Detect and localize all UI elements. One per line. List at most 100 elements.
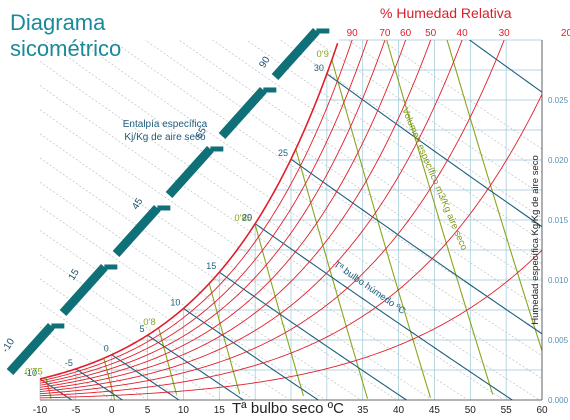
x-tick-label: 60 [536, 405, 548, 416]
enthalpy-guide-line [347, 40, 542, 173]
enthalpy-scale-label: -10 [0, 336, 17, 354]
wet-bulb-line [183, 307, 320, 400]
enthalpy-guide-line [40, 85, 503, 400]
wet-bulb-label: 30 [314, 63, 324, 73]
enthalpy-guide-line [246, 40, 542, 242]
rh-curve [40, 40, 368, 384]
enthalpy-scale-bar [112, 204, 161, 258]
enthalpy-guide-line [144, 40, 542, 311]
y-tick-label: 0.025 [548, 96, 569, 105]
rh-label: 40 [457, 28, 469, 39]
wet-bulb-line [290, 158, 542, 335]
volume-line [208, 283, 241, 395]
wet-bulb-label: 15 [206, 261, 216, 271]
x-tick-label: 40 [393, 405, 405, 416]
enthalpy-guide-line [279, 40, 542, 219]
rh-label: 60 [400, 28, 412, 39]
enthalpy-scale: -1015456590115 [0, 0, 338, 376]
x-tick-label: 10 [178, 405, 190, 416]
x-tick-label: 45 [429, 405, 441, 416]
volume-label: 0'75 [25, 367, 43, 378]
rh-curve [40, 40, 505, 395]
enthalpy-guide-line [40, 61, 539, 400]
rh-curve [40, 93, 542, 397]
volume-line [295, 148, 369, 399]
enthalpy-guide-line [40, 230, 288, 399]
enthalpy-scale-label: 115 [320, 0, 338, 1]
x-tick-label: 0 [109, 405, 115, 416]
x-axis-title: Tª bulbo seco ºC [232, 400, 344, 417]
rh-curve [40, 249, 542, 399]
enthalpy-guide-line [40, 278, 216, 399]
rh-title: % Humedad Relativa [380, 5, 512, 21]
enthalpy-guide-line [40, 302, 181, 399]
y-tick-label: 0.020 [548, 156, 569, 165]
enthalpy-title-line-2: Kj/Kg de aire seco [124, 132, 206, 143]
rh-label: 70 [379, 28, 391, 39]
wet-bulb-label: -5 [65, 358, 73, 368]
wet-bulb-line [468, 40, 542, 93]
y-tick-label: 0.015 [548, 216, 569, 225]
rh-label: 90 [347, 28, 359, 39]
enthalpy-scale-bar [59, 263, 108, 317]
enthalpy-scale-label: 90 [257, 54, 272, 70]
title-line-1: Diagrama [10, 10, 106, 35]
title-line-2: sicométrico [10, 36, 122, 61]
volume-line [386, 40, 494, 395]
enthalpy-guide-line [178, 40, 542, 288]
enthalpy-guide-line [381, 40, 542, 150]
volume-label: 0'9 [316, 49, 328, 60]
enthalpy-scale-label: 15 [67, 267, 82, 283]
enthalpy-scale-bar [218, 86, 267, 140]
wet-bulb-label: 20 [242, 213, 252, 223]
rh-curve [40, 40, 386, 386]
x-tick-label: -5 [71, 405, 80, 416]
wet-bulb-line [218, 271, 408, 400]
rh-label: 20 [561, 28, 570, 39]
wet-bulb-label: 10 [170, 297, 180, 307]
rh-curves [40, 40, 542, 399]
wet-bulb-lines [40, 40, 542, 400]
enthalpy-scale-bar [271, 27, 320, 81]
rh-label: 50 [425, 28, 437, 39]
y-tick-label: 0.000 [548, 396, 569, 405]
saturation-curve-line [39, 43, 339, 380]
enthalpy-guide-line [40, 157, 396, 400]
enthalpy-guide-line [40, 375, 77, 400]
wet-bulb-label: 5 [140, 324, 145, 334]
x-tick-label: 5 [145, 405, 151, 416]
enthalpy-guide-line [40, 206, 324, 399]
grid-layer [39, 39, 543, 401]
wet-bulb-line [326, 73, 542, 228]
x-tick-label: 35 [357, 405, 369, 416]
enthalpy-guide-line [110, 40, 542, 334]
enthalpy-scale-bar [165, 145, 214, 199]
enthalpy-guide-line [40, 133, 432, 400]
wet-bulb-title: Tª bulbo húmedo ºC [331, 259, 407, 317]
enthalpy-scale-bar [6, 322, 55, 376]
volume-line [331, 59, 432, 398]
rh-curve [40, 40, 432, 390]
wet-bulb-line [254, 223, 514, 400]
enthalpy-title-line-1: Entalpía específica [122, 119, 208, 130]
axes: -10 -5 0 5 10 15 35 40 45 50 55 600.0000.0050.0100.… [33, 40, 569, 416]
rh-curve [40, 40, 353, 382]
y-tick-label: 0.005 [548, 336, 569, 345]
volume-line [254, 223, 304, 397]
rh-curve [40, 40, 407, 388]
wet-bulb-label: -10 [24, 368, 37, 378]
y-tick-label: 0.010 [548, 276, 569, 285]
wet-bulb-label: 0 [104, 344, 109, 354]
enthalpy-guide-line [40, 181, 360, 399]
x-tick-label: 50 [465, 405, 477, 416]
page-title: Diagrama sicométrico [10, 10, 121, 62]
x-tick-label: 15 [214, 405, 226, 416]
wet-bulb-line [147, 334, 245, 400]
x-tick-label: 55 [501, 405, 513, 416]
x-tick-label: -10 [33, 405, 48, 416]
y-axis-title: Humedad específica Kg/Kg de aire seco [530, 155, 541, 325]
volume-label: 0'8 [143, 317, 155, 328]
volume-line [103, 358, 116, 400]
saturation-curve [39, 43, 339, 380]
